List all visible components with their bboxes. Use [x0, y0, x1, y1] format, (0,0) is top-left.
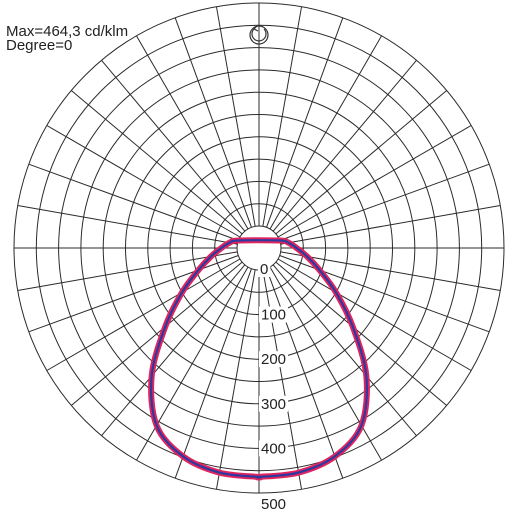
grid-ring [80, 69, 438, 427]
luminous-curve [148, 237, 370, 481]
tick-label-background [259, 496, 289, 511]
tick-label-background [259, 351, 289, 368]
radial-tick-label: 100 [261, 307, 286, 324]
grid-ring [35, 24, 483, 472]
tick-label-background [259, 306, 289, 323]
radial-tick-label: 500 [261, 496, 286, 511]
degree-label: Degree=0 [6, 37, 73, 54]
max-intensity-label: Max=464,3 cd/klm [6, 23, 129, 40]
radial-tick-label: 0 [260, 261, 268, 278]
tick-label-background [259, 440, 289, 457]
tick-label-background [258, 261, 271, 277]
curve-line [150, 239, 368, 479]
grid-ring [214, 203, 304, 293]
radial-tick-labels: 0 100 200 300 400 500 [258, 261, 289, 511]
radial-tick-label: 400 [261, 440, 286, 457]
radial-tick-label: 300 [261, 396, 286, 413]
grid-ring [13, 2, 505, 494]
rotation-arrow-icon [249, 25, 269, 45]
tick-label-background [259, 395, 289, 412]
radial-tick-label: 200 [261, 351, 286, 368]
grid-ring [125, 114, 393, 382]
grid-ring [169, 158, 349, 338]
